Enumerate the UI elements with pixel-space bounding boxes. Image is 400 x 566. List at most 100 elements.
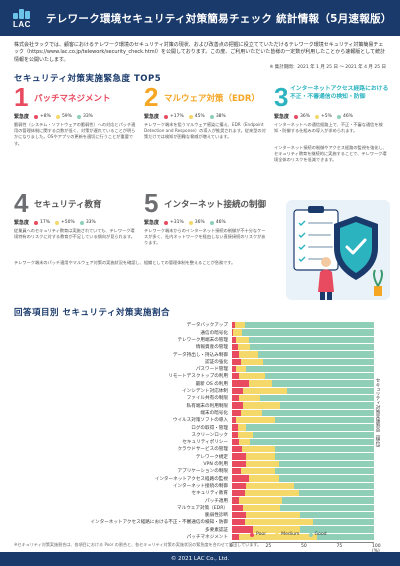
bar-poor — [232, 416, 237, 424]
rank-4-urgency: 緊急度 17% +50% 33% — [14, 219, 96, 226]
poor-dot — [34, 114, 39, 119]
lac-logo: LAC — [6, 3, 38, 33]
urgency-key: 緊急度 — [144, 220, 160, 226]
legend-swatch — [275, 532, 280, 537]
bar-poor — [232, 373, 240, 380]
bar-medium — [244, 519, 313, 526]
rank-2-label: マルウェア対策（EDR） — [164, 94, 260, 104]
bar-poor — [232, 322, 235, 329]
chart-category-label: インターネットアクセス経路における不正・不審通信の検知・防御 — [90, 520, 228, 526]
chart-bar-row — [232, 489, 374, 497]
urgency-value: 36% — [300, 114, 311, 119]
chart-category-label: スクリーンロック — [191, 432, 228, 438]
rank-3-urgency: 緊急度 36% +5% 46% — [274, 113, 353, 120]
bar-medium — [249, 475, 279, 482]
extra-left-text: テレワーク端末のパッチ適用やマルウェア対策の実施状況を確認し、組織としての管理体… — [14, 260, 236, 265]
urgency-value: 45% — [194, 114, 205, 119]
bar-medium — [241, 446, 275, 453]
chart-category-label: インターネットアクセス経路の監視 — [154, 476, 228, 482]
chart-category-label: 私有端末の利用制限 — [186, 403, 228, 409]
chart-category-label: パッチマネジメント — [186, 535, 228, 540]
rank-1-description: 脆弱性（システム・ソフトウェアの脆弱性）への対応とパッチ適用の管理体制に関する点… — [14, 122, 136, 146]
bar-good — [287, 387, 374, 395]
chart-bar-row — [232, 497, 374, 504]
bar-poor — [232, 460, 247, 468]
chart-bar-row — [232, 336, 374, 343]
bar-poor — [232, 336, 237, 343]
bar-medium — [239, 497, 282, 504]
bar-good — [271, 380, 374, 387]
good-dot — [79, 220, 84, 225]
chart-side-label: セキュリティ対策実施割合（順位） — [375, 378, 380, 450]
good-dot — [76, 114, 81, 119]
bar-good — [317, 533, 374, 541]
bar-good — [294, 482, 374, 489]
bar-good — [274, 453, 374, 460]
medium-dot — [55, 220, 60, 225]
logo-bars-icon — [13, 7, 31, 19]
poor-dot — [294, 114, 299, 119]
chart-legend: Poor Medium Good — [250, 532, 327, 537]
urgency-key: 緊急度 — [274, 114, 290, 120]
chart-bar-row — [232, 482, 374, 489]
rank-5-urgency: 緊急度 +31% 36% 46% — [144, 219, 226, 226]
chart-category-label: リモートデスクトップの利用 — [168, 374, 228, 380]
bar-poor — [232, 526, 254, 533]
legend-label: Good — [314, 532, 327, 537]
chart-bar-row — [232, 468, 374, 475]
rank-3-description: インターネットへの通信経路上で、不正・不審な通信を検知・防御する仕組みの導入が求… — [274, 122, 383, 134]
check-icon — [345, 238, 367, 255]
bar-good — [281, 497, 374, 504]
bar-medium — [236, 416, 275, 424]
urgency-value: +8% — [40, 114, 51, 119]
bar-good — [274, 468, 374, 475]
chart-bar-row — [232, 533, 374, 541]
bar-good — [298, 489, 374, 497]
chart-category-label: インターネット接続の制御 — [172, 483, 228, 489]
bar-poor — [232, 497, 240, 504]
bar-poor — [232, 475, 250, 482]
bar-good — [246, 365, 374, 373]
logo-text: LAC — [13, 20, 31, 29]
bar-medium — [236, 365, 247, 373]
urgency-value: +17% — [170, 114, 184, 119]
bar-good — [250, 438, 374, 446]
x-tick-label: 50 — [301, 544, 307, 549]
x-tick-label: 75 — [336, 544, 343, 549]
urgency-key: 緊急度 — [14, 114, 30, 120]
bar-medium — [246, 511, 301, 519]
chart-category-label: ウイルス対策ソフトの導入 — [172, 418, 228, 424]
poor-dot — [34, 220, 39, 225]
bar-medium — [239, 438, 251, 446]
bar-good — [280, 402, 374, 409]
bar-medium — [237, 431, 254, 438]
urgency-value: 59% — [61, 114, 72, 119]
footer-copyright: © 2021 LAC Co., Ltd. — [0, 552, 400, 566]
rank-2-description: テレワーク端末を狙うマルウェア感染に備え、EDR（Endpoint Detect… — [144, 122, 266, 140]
bar-good — [278, 475, 374, 482]
legend-label: Medium — [281, 532, 300, 537]
chart-category-label: セキュリティ教育 — [191, 491, 228, 497]
chart-bar-row — [232, 519, 374, 526]
bar-poor — [232, 424, 238, 431]
chart-bar-row — [232, 322, 374, 329]
bar-medium — [246, 453, 275, 460]
bar-medium — [240, 409, 262, 416]
chart-bar-row — [232, 329, 374, 336]
medium-dot — [315, 114, 320, 119]
bar-poor — [232, 431, 238, 438]
bar-medium — [237, 343, 251, 351]
legend-item: Poor — [250, 532, 266, 537]
chart-category-label: 脆弱性診断 — [205, 513, 228, 519]
urgency-value: +5% — [321, 114, 332, 119]
bar-medium — [234, 322, 245, 329]
bar-medium — [239, 373, 265, 380]
bar-poor — [232, 387, 244, 395]
bar-good — [253, 431, 374, 438]
chart-bar-row — [232, 373, 374, 380]
chart-bar-row — [232, 358, 374, 365]
urgency-value: 36% — [194, 220, 205, 225]
chart-bar-row — [232, 380, 374, 387]
chart-section-title: 回答項目別 セキュリティ対策実施割合 — [14, 308, 170, 318]
header-bar: LAC テレワーク環境セキュリティ対策簡易チェック 統計情報（5月速報版） — [0, 0, 400, 36]
